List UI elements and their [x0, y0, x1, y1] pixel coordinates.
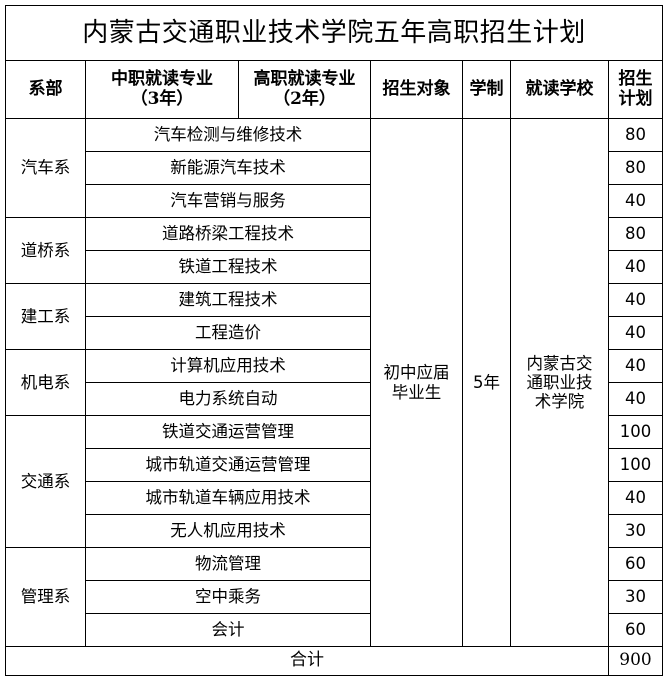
total-row: 合计 900 — [5, 646, 664, 676]
total-value: 900 — [607, 646, 664, 676]
enrollment-quota: 60 — [607, 613, 664, 647]
page-root: 内蒙古交通职业技术学院五年高职招生计划 系部 中职就读专业 （3年） 高职就读专… — [4, 5, 664, 676]
enrollment-quota: 40 — [607, 349, 664, 383]
title-row: 内蒙古交通职业技术学院五年高职招生计划 — [4, 5, 664, 61]
admission-target-line2: 毕业生 — [391, 382, 442, 402]
table-row: 新能源汽车技术 80 — [6, 151, 664, 185]
table-row: 工程造价 40 — [6, 316, 664, 350]
department-name: 道桥系 — [5, 217, 86, 284]
column-header-mid-vocational-line2: （3年） — [130, 88, 194, 109]
table-row: 城市轨道车辆应用技术 40 — [6, 481, 664, 515]
department-name: 机电系 — [5, 349, 86, 416]
header-row: 系部 中职就读专业 （3年） 高职就读专业 （2年） 招生对象 学制 就读学校 … — [5, 60, 664, 119]
major-name: 物流管理 — [85, 547, 371, 581]
page-title: 内蒙古交通职业技术学院五年高职招生计划 — [4, 5, 664, 61]
table-row: 交通系 铁道交通运营管理 100 — [5, 415, 664, 548]
column-header-system: 学制 — [462, 60, 511, 119]
major-name: 汽车检测与维修技术 — [85, 118, 371, 152]
major-name: 铁道交通运营管理 — [85, 415, 371, 449]
enrollment-quota: 80 — [607, 217, 664, 251]
total-label: 合计 — [5, 646, 609, 676]
column-header-department: 系部 — [5, 60, 86, 119]
major-name: 建筑工程技术 — [85, 283, 371, 317]
enrollment-quota: 40 — [607, 481, 664, 515]
table-row: 电力系统自动 40 — [6, 382, 664, 416]
enrollment-quota: 40 — [607, 250, 664, 284]
column-header-quota-line1: 招生 — [618, 68, 653, 89]
major-name: 铁道工程技术 — [85, 250, 371, 284]
school-system-length: 5年 — [462, 118, 511, 647]
department-name: 建工系 — [5, 283, 86, 350]
enrollment-quota: 40 — [607, 382, 664, 416]
enrollment-plan-table: 内蒙古交通职业技术学院五年高职招生计划 系部 中职就读专业 （3年） 高职就读专… — [4, 5, 664, 676]
enrollment-quota: 40 — [607, 184, 664, 218]
enrollment-quota: 100 — [607, 415, 664, 449]
admission-target-line1: 初中应届 — [383, 363, 450, 383]
department-name: 交通系 — [5, 415, 86, 548]
major-name: 道路桥梁工程技术 — [85, 217, 371, 251]
attending-school-line2: 通职业技 — [526, 372, 593, 392]
enrollment-quota: 80 — [607, 151, 664, 185]
column-header-school: 就读学校 — [510, 60, 609, 119]
table-row: 机电系 计算机应用技术 40 — [5, 349, 664, 416]
department-name: 汽车系 — [5, 118, 86, 218]
table-row: 无人机应用技术 30 — [6, 514, 664, 548]
major-name: 汽车营销与服务 — [85, 184, 371, 218]
department-name: 管理系 — [5, 547, 86, 647]
column-header-target: 招生对象 — [370, 60, 463, 119]
column-header-higher-vocational-line1: 高职就读专业 — [253, 68, 356, 89]
table-row: 空中乘务 30 — [6, 580, 664, 614]
enrollment-quota: 60 — [607, 547, 664, 581]
admission-target: 初中应届 毕业生 — [370, 118, 463, 647]
column-header-higher-vocational: 高职就读专业 （2年） — [238, 60, 371, 119]
major-name: 电力系统自动 — [85, 382, 371, 416]
table-row: 建工系 建筑工程技术 40 — [5, 283, 664, 350]
enrollment-quota: 80 — [607, 118, 664, 152]
major-name: 计算机应用技术 — [85, 349, 371, 383]
attending-school-line3: 术学院 — [534, 392, 585, 412]
table-row: 会计 60 — [6, 613, 664, 647]
enrollment-quota: 40 — [607, 283, 664, 317]
major-name: 城市轨道交通运营管理 — [85, 448, 371, 482]
table-row: 道桥系 道路桥梁工程技术 80 — [5, 217, 664, 284]
attending-school: 内蒙古交 通职业技 术学院 — [510, 118, 609, 647]
column-header-quota-line2: 计划 — [618, 88, 653, 109]
enrollment-quota: 100 — [607, 448, 664, 482]
attending-school-line1: 内蒙古交 — [526, 353, 593, 373]
table-row: 管理系 物流管理 60 — [5, 547, 664, 647]
table-row: 汽车系 汽车检测与维修技术 初中应届 毕业生 5年 内蒙古交 通职业技 术学院 80 — [5, 118, 664, 647]
enrollment-quota: 30 — [607, 514, 664, 548]
enrollment-quota: 40 — [607, 316, 664, 350]
enrollment-quota: 30 — [607, 580, 664, 614]
table-row: 铁道工程技术 40 — [6, 250, 664, 284]
major-name: 空中乘务 — [85, 580, 371, 614]
table-body: 内蒙古交通职业技术学院五年高职招生计划 系部 中职就读专业 （3年） 高职就读专… — [4, 5, 664, 676]
major-name: 新能源汽车技术 — [85, 151, 371, 185]
major-name: 会计 — [85, 613, 371, 647]
major-name: 城市轨道车辆应用技术 — [85, 481, 371, 515]
column-header-higher-vocational-line2: （2年） — [273, 88, 336, 109]
column-header-mid-vocational-line1: 中职就读专业 — [111, 68, 213, 89]
column-header-mid-vocational: 中职就读专业 （3年） — [85, 60, 239, 119]
table-row: 城市轨道交通运营管理 100 — [6, 448, 664, 482]
major-name: 工程造价 — [85, 316, 371, 350]
major-name: 无人机应用技术 — [85, 514, 371, 548]
column-header-quota: 招生 计划 — [607, 60, 664, 119]
